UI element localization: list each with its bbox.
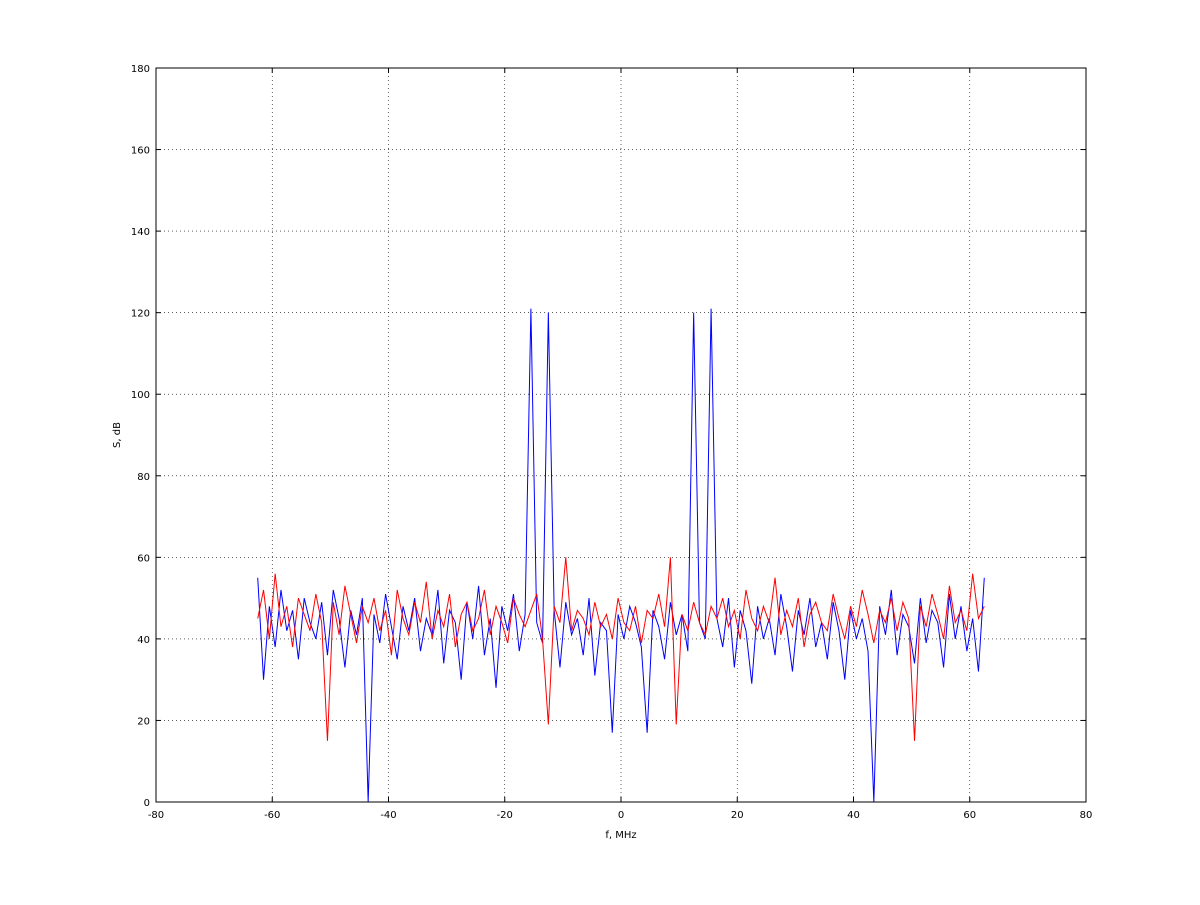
plot-frame [155, 67, 1087, 803]
y-tick-label: 40 [137, 635, 150, 646]
y-tick-label: 60 [137, 553, 150, 564]
x-tick-label: -40 [380, 810, 396, 821]
x-tick-label: -60 [264, 810, 280, 821]
y-tick-label: 20 [137, 716, 150, 727]
x-tick-label: 20 [731, 810, 744, 821]
y-tick-label: 160 [131, 146, 150, 157]
series-line [257, 557, 985, 741]
y-tick-label: 140 [131, 227, 150, 238]
x-tick-label: -20 [497, 810, 513, 821]
x-tick-label: 40 [847, 810, 860, 821]
y-tick-label: 80 [137, 472, 150, 483]
y-tick-label: 120 [131, 309, 150, 320]
x-axis-label: f, MHz [605, 830, 636, 841]
series-line [257, 308, 985, 803]
y-tick-label: 0 [144, 798, 150, 809]
y-tick-label: 180 [131, 64, 150, 75]
x-tick-label: -80 [148, 810, 164, 821]
x-tick-label: 0 [618, 810, 624, 821]
x-tick-label: 80 [1080, 810, 1093, 821]
y-axis-label: S, dB [112, 422, 123, 448]
x-tick-label: 60 [963, 810, 976, 821]
y-tick-label: 100 [131, 390, 150, 401]
